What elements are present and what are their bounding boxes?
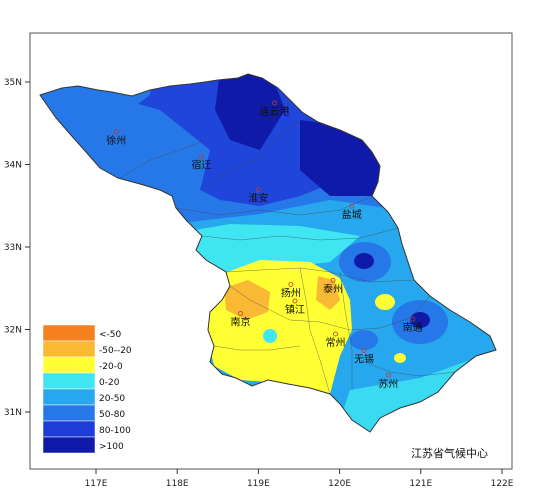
lon-tick-label: 118E <box>166 479 189 489</box>
lon-tick-label: 120E <box>328 479 351 489</box>
lat-tick-label: 35N <box>4 78 22 88</box>
city-marker <box>292 298 298 304</box>
city-marker <box>272 100 278 106</box>
city-label: 盐城 <box>342 208 362 221</box>
legend-swatch <box>42 340 96 358</box>
city-marker <box>330 277 336 283</box>
lon-tick-label: 121E <box>409 479 432 489</box>
legend-label: <-50 <box>99 330 122 340</box>
city-label: 连云港 <box>260 105 290 118</box>
city-marker <box>238 310 243 316</box>
city-label: 无锡 <box>354 353 374 366</box>
legend-swatch <box>42 372 96 390</box>
lat-tick-label: 31N <box>4 408 22 418</box>
lon-tick-label: 122E <box>491 479 514 489</box>
city-marker <box>361 348 367 353</box>
lon-tick-label: 117E <box>85 479 108 489</box>
county-boundaries <box>119 119 456 395</box>
city-label: 常州 <box>326 336 346 349</box>
city-marker <box>333 331 338 337</box>
longitude-ticks: 117E 118E 119E 120E 121E 122E <box>85 469 514 489</box>
city-label: 泰州 <box>323 282 343 295</box>
lat-tick-label: 34N <box>4 161 22 171</box>
legend-swatch <box>42 388 96 406</box>
city-marker <box>113 129 119 135</box>
legend-label: 80-100 <box>99 426 131 436</box>
city-label: 南通 <box>403 321 423 334</box>
legend-label: 20-50 <box>99 394 125 404</box>
legend-swatch <box>42 324 96 342</box>
legend-label: >100 <box>99 442 124 452</box>
city-marker <box>349 203 355 209</box>
city-marker <box>385 372 391 378</box>
legend-swatch <box>42 436 96 454</box>
latitude-ticks: 35N 34N 33N 32N 31N <box>4 78 30 418</box>
lat-tick-label: 32N <box>4 326 22 336</box>
city-label: 宿迁 <box>192 159 212 172</box>
city-marker <box>255 187 261 193</box>
legend-label: 50-80 <box>99 410 125 420</box>
legend-label: 0-20 <box>99 378 120 388</box>
legend-swatch <box>42 356 96 374</box>
legend-label: -20-0 <box>99 362 123 372</box>
city-label: 镇江 <box>285 303 305 316</box>
legend-swatch <box>42 420 96 438</box>
lat-tick-label: 33N <box>4 243 22 253</box>
city-label: 苏州 <box>378 377 398 390</box>
legend-label: -50--20 <box>99 346 132 356</box>
city-marker <box>410 316 416 322</box>
city-label: 淮安 <box>248 192 268 205</box>
city-marker <box>288 282 294 287</box>
lon-tick-label: 119E <box>247 479 270 489</box>
legend: <-50 -50--20 -20-0 0-20 20-50 50-80 80-100 >100 <box>42 324 132 454</box>
city-label: 徐州 <box>106 134 126 147</box>
legend-swatch <box>42 404 96 422</box>
credit-label: 江苏省气候中心 <box>411 446 488 460</box>
city-marker <box>199 154 204 160</box>
city-label: 扬州 <box>281 287 301 300</box>
city-label: 南京 <box>231 315 251 328</box>
